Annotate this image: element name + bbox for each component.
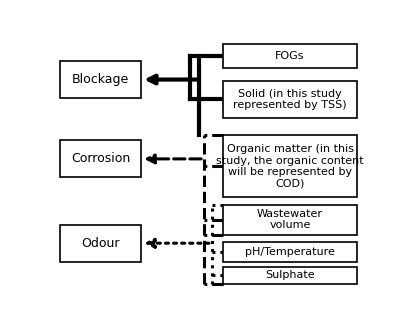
FancyBboxPatch shape [223,135,358,197]
Text: Odour: Odour [81,237,120,250]
FancyBboxPatch shape [60,61,141,98]
Text: pH/Temperature: pH/Temperature [245,247,335,257]
FancyBboxPatch shape [60,140,141,177]
Text: Sulphate: Sulphate [265,270,315,280]
FancyBboxPatch shape [223,205,358,234]
Text: Corrosion: Corrosion [71,152,130,166]
Text: Organic matter (in this
study, the organic content
will be represented by
COD): Organic matter (in this study, the organ… [216,144,364,189]
Text: Blockage: Blockage [72,73,129,86]
FancyBboxPatch shape [223,242,358,262]
Text: FOGs: FOGs [275,51,305,61]
FancyBboxPatch shape [60,225,141,262]
FancyBboxPatch shape [223,267,358,284]
Text: Wastewater
volume: Wastewater volume [257,209,323,231]
Text: Solid (in this study
represented by TSS): Solid (in this study represented by TSS) [233,89,347,110]
FancyBboxPatch shape [223,81,358,118]
FancyBboxPatch shape [223,43,358,68]
